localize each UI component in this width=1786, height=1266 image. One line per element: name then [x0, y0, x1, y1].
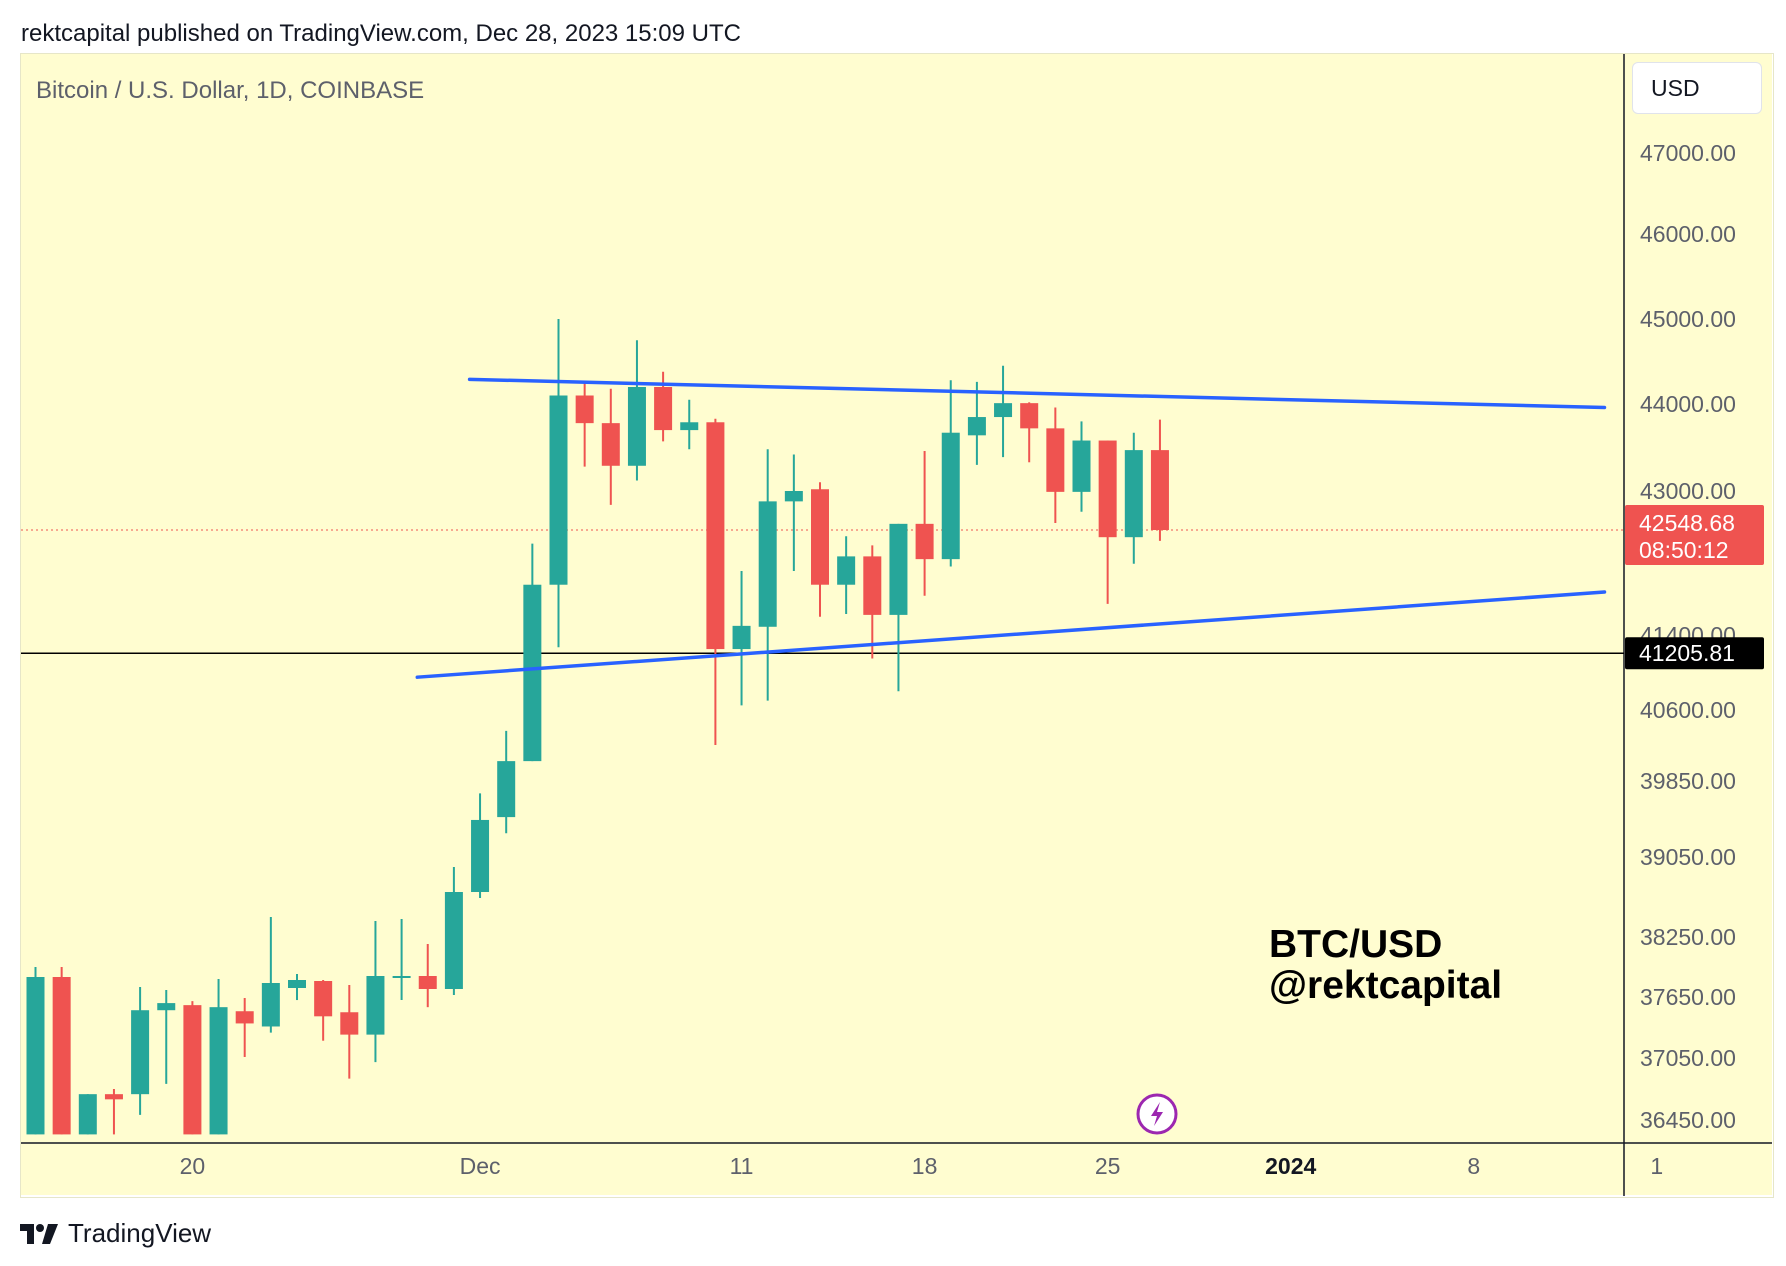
- candle-up: [967, 417, 986, 436]
- candle-down: [706, 422, 725, 650]
- y-tick-label: 46000.00: [1640, 221, 1736, 247]
- watermark-symbol: BTC/USD: [1269, 923, 1443, 966]
- candle-down: [915, 523, 934, 560]
- x-tick-label: Dec: [460, 1153, 501, 1179]
- candle-down: [52, 977, 71, 1135]
- candle-up: [392, 976, 411, 978]
- candle-up: [627, 387, 646, 466]
- candle-up: [523, 584, 542, 762]
- y-tick-label: 40600.00: [1640, 697, 1736, 723]
- candle-down: [418, 976, 437, 989]
- candle-down: [340, 1012, 359, 1035]
- candle-up: [941, 432, 960, 560]
- price-axis-background: [1624, 54, 1772, 1143]
- resistance-trendline: [467, 377, 1607, 410]
- y-tick-label: 38250.00: [1640, 924, 1736, 950]
- symbol-title: Bitcoin / U.S. Dollar, 1D, COINBASE: [36, 77, 425, 104]
- watermark-author: @rektcapital: [1269, 964, 1503, 1007]
- candle-down: [601, 423, 620, 466]
- candle-up: [758, 501, 777, 627]
- candle-down: [235, 1011, 254, 1024]
- y-tick-label: 36450.00: [1640, 1107, 1736, 1133]
- candle-up: [837, 556, 856, 585]
- y-tick-label: 43000.00: [1640, 478, 1736, 504]
- tradingview-logo-icon: [20, 1223, 58, 1244]
- current-price-label: 42548.68: [1639, 510, 1735, 536]
- y-tick-label: 45000.00: [1640, 306, 1736, 332]
- candles-group: [26, 319, 1169, 1135]
- currency-button[interactable]: USD: [1632, 62, 1762, 114]
- x-tick-label: 1: [1650, 1153, 1663, 1179]
- candle-up: [549, 395, 568, 585]
- y-tick-label: 37050.00: [1640, 1045, 1736, 1071]
- candle-down: [654, 387, 673, 431]
- candle-up: [497, 761, 516, 818]
- candle-down: [314, 981, 333, 1017]
- candle-up: [889, 523, 908, 615]
- support-trendline: [415, 590, 1607, 679]
- plot-background: [21, 54, 1624, 1143]
- current-price-label-bg: [1625, 505, 1764, 565]
- y-tick-label: 39850.00: [1640, 768, 1736, 794]
- chart-frame: [20, 53, 1774, 1198]
- x-tick-label: 2024: [1265, 1153, 1316, 1179]
- candle-down: [863, 556, 882, 615]
- candle-up: [131, 1010, 150, 1095]
- candle-down: [1098, 440, 1117, 538]
- x-tick-label: 8: [1467, 1153, 1480, 1179]
- x-tick-label: 11: [730, 1153, 754, 1179]
- candle-up: [26, 977, 45, 1135]
- candle-up: [994, 403, 1013, 418]
- candle-up: [1072, 440, 1091, 492]
- candle-up: [78, 1094, 97, 1135]
- candle-up: [261, 983, 280, 1027]
- tradingview-brand: TradingView: [68, 1218, 212, 1248]
- tradingview-logo[interactable]: TradingView: [20, 1218, 211, 1249]
- x-tick-label: 25: [1095, 1153, 1121, 1179]
- candle-up: [732, 625, 751, 650]
- candle-up: [444, 892, 463, 989]
- y-tick-label: 39050.00: [1640, 844, 1736, 870]
- y-tick-label: 37650.00: [1640, 984, 1736, 1010]
- candle-up: [1124, 450, 1143, 538]
- y-tick-label: 47000.00: [1640, 140, 1736, 166]
- candle-up: [784, 491, 803, 502]
- time-axis-background: [21, 1143, 1772, 1195]
- support-level-label-bg: [1625, 637, 1764, 670]
- support-level-label: 41205.81: [1639, 640, 1735, 666]
- chart-watermark: BTC/USD @rektcapital: [1269, 924, 1502, 1006]
- candle-up: [288, 980, 306, 988]
- candle-down: [183, 1005, 202, 1135]
- lightning-bolt-icon: [1151, 1102, 1163, 1126]
- candle-up: [366, 976, 385, 1035]
- candle-down: [1020, 403, 1039, 429]
- candle-up: [680, 422, 699, 431]
- y-tick-label: 44000.00: [1640, 391, 1736, 417]
- x-tick-label: 20: [180, 1153, 206, 1179]
- candle-down: [1150, 450, 1169, 530]
- candle-up: [471, 819, 490, 892]
- candle-down: [1046, 428, 1065, 492]
- countdown-label: 08:50:12: [1639, 537, 1729, 563]
- x-tick-label: 18: [912, 1153, 938, 1179]
- candle-down: [104, 1094, 123, 1100]
- candle-up: [209, 1007, 228, 1135]
- candle-down: [575, 395, 594, 424]
- candle-down: [811, 489, 829, 585]
- candle-up: [157, 1003, 176, 1011]
- publish-header: rektcapital published on TradingView.com…: [21, 20, 741, 47]
